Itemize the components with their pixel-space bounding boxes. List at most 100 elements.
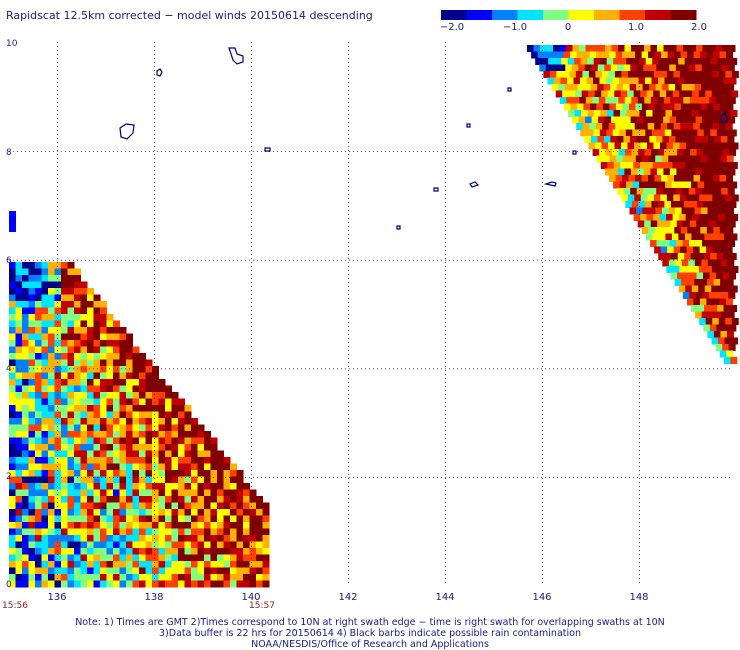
swath-cell bbox=[217, 496, 224, 503]
swath-cell bbox=[119, 450, 127, 458]
swath-cell bbox=[54, 411, 62, 419]
swath-cell bbox=[683, 272, 691, 280]
swath-cell bbox=[661, 51, 669, 59]
swath-cell bbox=[126, 561, 133, 568]
swath-cell bbox=[35, 320, 42, 328]
swath-cell bbox=[623, 136, 631, 143]
swath-cell bbox=[666, 214, 674, 221]
swath-cell bbox=[676, 116, 684, 124]
swath-cell bbox=[165, 580, 172, 588]
swath-cell bbox=[139, 431, 146, 438]
swath-cell bbox=[184, 502, 192, 510]
swath-cell bbox=[87, 346, 94, 354]
swath-cell bbox=[22, 411, 29, 419]
swath-cell bbox=[145, 528, 153, 536]
swath-cell bbox=[119, 437, 127, 445]
swath-cell bbox=[48, 320, 55, 328]
swath-cell bbox=[74, 320, 81, 328]
swath-cell bbox=[113, 548, 120, 555]
swath-cell bbox=[22, 340, 29, 347]
swath-cell bbox=[28, 353, 36, 360]
swath-cell bbox=[223, 496, 231, 503]
swath-cell bbox=[165, 515, 172, 523]
swath-cell bbox=[158, 509, 166, 516]
swath-cell bbox=[54, 385, 62, 393]
swath-cell bbox=[35, 392, 42, 399]
swath-cell bbox=[657, 45, 664, 52]
swath-cell bbox=[691, 162, 699, 169]
colorbar-segment bbox=[645, 10, 671, 20]
swath-cell bbox=[652, 58, 660, 65]
swath-cell bbox=[35, 372, 42, 380]
swath-cell bbox=[132, 470, 140, 477]
swath-cell bbox=[648, 175, 656, 182]
swath-cell bbox=[676, 168, 684, 176]
swath-cell bbox=[667, 246, 675, 254]
swath-cell bbox=[178, 515, 185, 523]
swath-cell bbox=[706, 51, 714, 59]
swath-cell bbox=[87, 548, 94, 555]
swath-cell bbox=[15, 554, 23, 562]
swath-cell bbox=[243, 561, 250, 568]
swath-cell bbox=[197, 502, 205, 510]
swath-cell bbox=[606, 77, 614, 85]
swath-cell bbox=[113, 535, 120, 542]
swath-cell bbox=[145, 548, 153, 555]
swath-cell bbox=[197, 457, 205, 464]
swath-cell bbox=[158, 463, 166, 471]
swath-cell bbox=[54, 301, 62, 308]
swath-cell bbox=[171, 450, 179, 458]
swath-cell bbox=[728, 344, 736, 351]
swath-cell bbox=[35, 457, 42, 464]
swath-cell bbox=[41, 281, 49, 289]
swath-cell bbox=[624, 116, 632, 124]
swath-cell bbox=[674, 51, 682, 59]
swath-cell bbox=[722, 344, 730, 351]
swath-cell bbox=[22, 574, 29, 581]
swath-cell bbox=[714, 259, 722, 267]
swath-cell bbox=[665, 110, 673, 117]
swath-cell bbox=[165, 444, 172, 451]
swath-cell bbox=[210, 476, 218, 484]
swath-cell bbox=[640, 194, 648, 202]
swath-cell bbox=[67, 327, 75, 334]
swath-cell bbox=[158, 418, 166, 425]
swath-cell bbox=[35, 366, 42, 373]
swath-cell bbox=[100, 385, 107, 393]
swath-cell bbox=[184, 418, 192, 425]
swath-cell bbox=[223, 567, 231, 575]
swath-cell bbox=[171, 470, 179, 477]
swath-cell bbox=[119, 470, 127, 477]
swath-cell bbox=[230, 535, 237, 542]
swath-cell bbox=[583, 51, 591, 59]
swath-cell bbox=[249, 535, 257, 542]
swath-cell bbox=[61, 411, 68, 419]
swath-cell bbox=[204, 535, 211, 542]
swath-cell bbox=[35, 294, 42, 302]
swath-cell bbox=[80, 353, 88, 360]
swath-cell bbox=[35, 444, 42, 451]
swath-cell bbox=[139, 528, 146, 536]
swath-cell bbox=[171, 509, 179, 516]
swath-cell bbox=[586, 129, 594, 137]
swath-cell bbox=[619, 77, 627, 85]
swath-cell bbox=[132, 489, 140, 497]
swath-cell bbox=[74, 554, 81, 562]
swath-cell bbox=[178, 405, 185, 412]
swath-cell bbox=[217, 567, 224, 575]
swath-cell bbox=[655, 207, 663, 215]
swath-cell bbox=[690, 129, 698, 137]
swath-cell bbox=[22, 346, 29, 354]
swath-cell bbox=[616, 155, 624, 163]
swath-cell bbox=[711, 337, 719, 345]
swath-cell bbox=[256, 535, 263, 542]
swath-cell bbox=[659, 90, 667, 98]
swath-cell bbox=[87, 554, 94, 562]
swath-cell bbox=[100, 372, 107, 380]
swath-cell bbox=[695, 64, 703, 72]
swath-cell bbox=[126, 411, 133, 419]
swath-cell bbox=[22, 418, 29, 425]
swath-cell bbox=[145, 437, 153, 445]
swath-cell bbox=[655, 84, 663, 91]
swath-cell bbox=[210, 437, 218, 445]
